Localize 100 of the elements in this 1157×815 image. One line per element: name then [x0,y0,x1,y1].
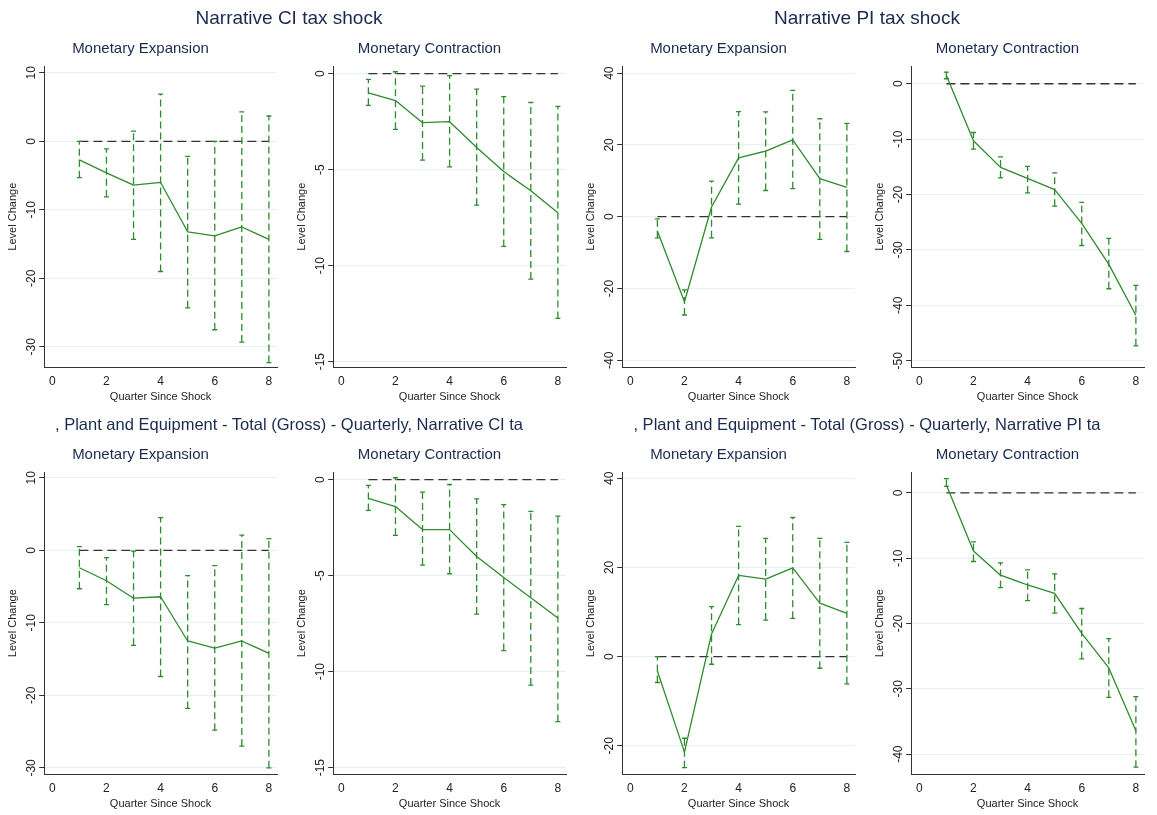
y-tick-label: -15 [312,758,327,777]
x-tick-label: 6 [1078,780,1086,795]
x-tick-label: 0 [48,373,56,388]
y-tick-label: -5 [312,570,327,582]
y-tick-label: -20 [601,736,616,755]
y-tick-label: 40 [601,471,616,485]
x-tick-label: 8 [843,780,851,795]
x-tick-label: 4 [446,780,454,795]
x-tick-label: 2 [681,780,689,795]
y-tick-label: -40 [890,745,905,763]
text: Narrative CI tax shock [194,6,384,30]
y-tick-label: -10 [23,613,38,632]
x-tick-label: 6 [211,780,219,795]
x-tick-label: 0 [915,780,923,795]
x-axis-title: Quarter Since Shock [976,797,1079,810]
x-tick-label: 4 [446,373,454,388]
y-tick-label: -20 [601,279,616,298]
y-tick-label: -30 [890,240,905,259]
x-axis-title: Quarter Since Shock [976,390,1079,403]
x-tick-label: 2 [970,373,978,388]
x-axis-title: Quarter Since Shock [109,797,212,810]
x-tick-label: 0 [626,373,634,388]
y-tick-label: 40 [601,66,616,80]
y-tick-label: 0 [601,653,616,660]
y-axis-title: Level Change [872,589,885,658]
x-tick-label: 0 [915,373,923,388]
y-tick-label: -50 [890,351,905,370]
chart-title: Monetary Contraction [935,39,1080,57]
x-tick-label: 6 [789,780,797,795]
x-tick-label: 4 [1024,780,1032,795]
y-axis-title: Level Change [294,589,307,658]
x-tick-label: 6 [1078,373,1086,388]
y-tick-label: -15 [312,352,327,371]
chart-title: Monetary Expansion [650,445,787,463]
y-tick-label: -40 [601,351,616,369]
x-tick-label: 0 [337,780,345,795]
x-tick-label: 6 [789,373,797,388]
x-tick-label: 2 [103,780,111,795]
x-tick-label: 6 [211,373,219,388]
x-tick-label: 4 [735,780,743,795]
x-tick-label: 4 [157,373,165,388]
chart-title: Monetary Expansion [72,39,209,57]
y-tick-label: 0 [890,489,905,497]
x-axis-title: Quarter Since Shock [398,390,501,403]
x-tick-label: 2 [392,780,400,795]
x-tick-label: 4 [157,780,165,795]
x-axis-title: Quarter Since Shock [687,797,790,810]
y-tick-label: -10 [312,662,327,681]
chart-title: Monetary Contraction [357,445,502,463]
x-axis-title: Quarter Since Shock [109,390,212,403]
y-tick-label: 20 [601,137,616,152]
y-tick-label: -20 [23,269,38,288]
y-tick-label: -10 [890,130,905,148]
x-tick-label: 8 [1132,373,1140,388]
y-axis-title: Level Change [294,182,307,251]
y-tick-label: -30 [890,679,905,698]
chart-title: Monetary Expansion [650,39,787,57]
chart-title: Monetary Contraction [357,39,502,57]
x-tick-label: 8 [554,780,562,795]
x-tick-label: 2 [681,373,689,388]
y-tick-label: 0 [23,137,38,145]
y-axis-title: Level Change [5,182,18,251]
y-tick-label: 10 [23,470,38,485]
x-tick-label: 2 [392,373,400,388]
y-axis-title: Level Change [872,182,885,251]
x-tick-label: 2 [970,780,978,795]
y-tick-label: -20 [890,614,905,633]
x-tick-label: 0 [626,780,634,795]
chart-title: Monetary Contraction [935,445,1080,463]
x-tick-label: 8 [843,373,851,388]
y-tick-label: 0 [312,70,327,78]
y-tick-label: 10 [23,65,38,80]
x-tick-label: 6 [500,373,508,388]
y-tick-label: -30 [23,758,38,777]
y-axis-title: Level Change [583,589,596,658]
x-tick-label: 6 [500,780,508,795]
x-tick-label: 8 [1132,780,1140,795]
y-tick-label: -40 [890,296,905,315]
y-axis-title: Level Change [583,182,596,251]
y-tick-label: -30 [23,337,38,356]
chart-title: Monetary Expansion [72,445,209,463]
x-axis-title: Quarter Since Shock [687,390,790,403]
text: , Plant and Equipment - Total (Gross) - Quarterly, Narrative CI ta [54,414,524,435]
y-tick-label: -10 [23,200,38,219]
y-tick-label: 0 [312,476,327,484]
x-tick-label: 8 [265,373,273,388]
y-tick-label: -10 [890,549,905,567]
y-tick-label: -5 [312,164,327,175]
x-tick-label: 0 [337,373,345,388]
y-tick-label: 0 [23,546,38,554]
text: , Plant and Equipment - Total (Gross) - Quarterly, Narrative PI ta [632,414,1102,435]
y-tick-label: 0 [890,80,905,88]
x-tick-label: 8 [554,373,562,388]
x-tick-label: 4 [735,373,743,388]
x-tick-label: 0 [48,780,56,795]
x-tick-label: 8 [265,780,273,795]
x-tick-label: 4 [1024,373,1032,388]
y-tick-label: -20 [890,185,905,204]
y-tick-label: -10 [312,256,327,275]
y-tick-label: -20 [23,686,38,705]
